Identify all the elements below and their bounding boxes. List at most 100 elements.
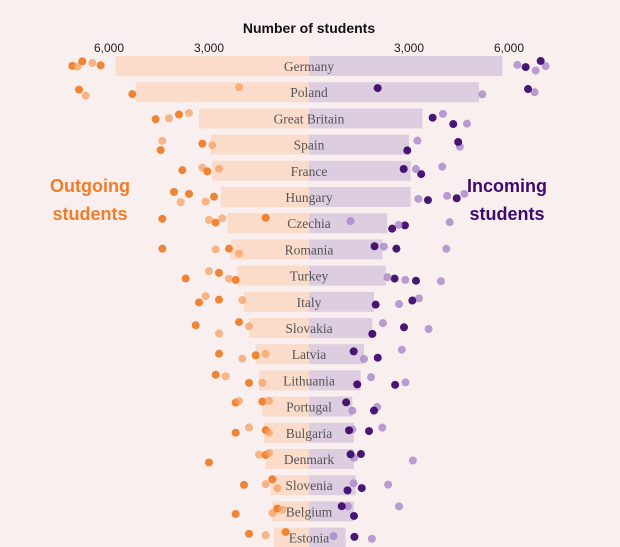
country-labels: Germany Poland Great Britain Spain France Hun… <box>274 59 345 546</box>
outgoing-dot <box>225 274 233 283</box>
incoming-dot <box>424 325 433 334</box>
outgoing-dot <box>73 62 82 71</box>
incoming-dot <box>399 165 408 174</box>
incoming-dot <box>521 63 530 72</box>
outgoing-dot <box>221 372 230 381</box>
incoming-dot <box>541 62 550 71</box>
incoming-dot <box>513 60 522 69</box>
outgoing-dot <box>88 58 97 67</box>
outgoing-dot <box>81 91 90 100</box>
incoming-bar <box>309 265 386 286</box>
country-label: Hungary <box>285 190 332 205</box>
outgoing-bar <box>212 160 309 181</box>
incoming-dot <box>452 194 461 203</box>
outgoing-dot <box>225 244 233 253</box>
incoming-dot <box>478 90 487 99</box>
incoming-dot <box>411 276 420 285</box>
outgoing-dot <box>245 529 253 538</box>
outgoing-dot <box>178 166 187 175</box>
outgoing-dot <box>211 245 220 254</box>
incoming-bar <box>309 396 353 417</box>
country-label: France <box>291 164 328 179</box>
incoming-bar <box>309 239 383 260</box>
country-label: Estonia <box>289 531 330 546</box>
incoming-bar <box>309 449 354 469</box>
incoming-dot <box>454 137 463 146</box>
outgoing-bar <box>255 344 309 365</box>
incoming-dot <box>443 191 452 200</box>
incoming-dot <box>349 347 358 356</box>
country-label: Slovakia <box>285 321 332 336</box>
incoming-dot <box>342 398 351 407</box>
outgoing-dot <box>211 218 220 227</box>
outgoing-dot <box>261 213 270 222</box>
incoming-dot <box>428 113 437 122</box>
outgoing-dot <box>215 268 223 277</box>
incoming-dot <box>343 502 352 511</box>
outgoing-dot <box>261 531 270 540</box>
incoming-dot <box>360 354 368 363</box>
incoming-dot <box>400 323 408 332</box>
incoming-dot <box>531 66 540 75</box>
incoming-dot <box>462 119 471 128</box>
incoming-dot <box>408 296 417 305</box>
outgoing-dot <box>238 296 247 305</box>
incoming-dot <box>357 484 366 493</box>
tick-label: 3,000 <box>194 41 224 55</box>
outgoing-dot <box>268 475 277 484</box>
incoming-bar <box>309 108 423 129</box>
incoming-dot <box>373 84 382 93</box>
incoming-bar <box>309 527 346 547</box>
incoming-dot <box>390 274 399 283</box>
incoming-dot <box>415 294 423 303</box>
outgoing-dot <box>215 329 223 338</box>
incoming-dot <box>329 532 338 541</box>
outgoing-dot <box>245 378 253 387</box>
incoming-dot <box>391 380 400 389</box>
outgoing-dot <box>176 198 185 207</box>
incoming-dot <box>371 300 380 309</box>
incoming-dot <box>395 300 403 309</box>
incoming-dot <box>388 224 397 233</box>
outgoing-dot <box>210 192 218 201</box>
outgoing-bar <box>115 56 310 76</box>
outgoing-bar <box>259 370 309 391</box>
incoming-bar <box>309 291 374 312</box>
outgoing-dot <box>128 90 137 99</box>
incoming-dot <box>394 220 403 229</box>
incoming-dot <box>524 85 533 94</box>
incoming-bar <box>309 344 364 365</box>
outgoing-dot <box>78 57 87 66</box>
outgoing-dot <box>261 480 270 489</box>
outgoing-dot <box>240 480 248 489</box>
outgoing-dot <box>273 484 282 493</box>
incoming-bar <box>309 187 411 207</box>
outgoing-dot <box>185 189 193 198</box>
outgoing-dot <box>156 146 165 155</box>
incoming-dot <box>423 196 432 205</box>
incoming-dot <box>460 189 469 198</box>
outgoing-bar <box>220 187 309 207</box>
outgoing-dot <box>258 397 267 406</box>
dots <box>68 56 550 543</box>
incoming-dot <box>384 480 393 489</box>
outgoing-dot <box>231 428 240 437</box>
outgoing-bar <box>264 422 309 443</box>
incoming-dot <box>349 479 358 488</box>
incoming-dot <box>536 56 545 65</box>
tick-label: 6,000 <box>494 41 524 55</box>
bars <box>115 56 503 547</box>
incoming-dot <box>442 244 451 253</box>
outgoing-bar <box>237 265 309 286</box>
outgoing-bar <box>230 239 309 260</box>
incoming-dot <box>350 532 359 541</box>
outgoing-dot <box>211 370 220 379</box>
outgoing-bar <box>249 318 309 338</box>
chart-title: Number of students <box>243 20 375 36</box>
outgoing-bar <box>227 213 309 234</box>
incoming-dot <box>400 221 409 230</box>
country-label: Latvia <box>292 347 326 362</box>
outgoing-dot <box>235 397 243 406</box>
incoming-dot <box>378 319 387 328</box>
outgoing-dot <box>251 351 260 360</box>
